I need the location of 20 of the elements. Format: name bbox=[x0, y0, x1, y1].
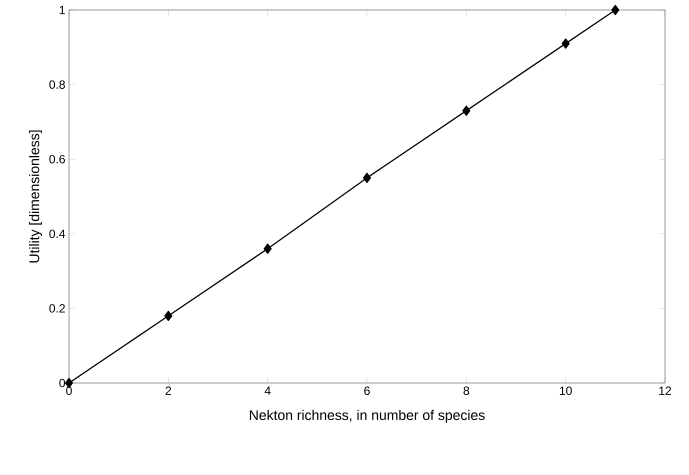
point bbox=[611, 4, 620, 16]
x-axis-title: Nekton richness, in number of species bbox=[250, 410, 485, 423]
x-tick-label: 12 bbox=[659, 386, 672, 395]
x-tick-label: 2 bbox=[166, 386, 172, 395]
x-tick-label: 8 bbox=[464, 386, 470, 395]
y-tick-label: 0.2 bbox=[49, 304, 65, 313]
x-tick-label: 10 bbox=[560, 386, 572, 395]
point bbox=[362, 172, 372, 183]
x-tick-label: 4 bbox=[264, 386, 271, 395]
y-tick-label: 0.8 bbox=[49, 80, 65, 89]
y-tick-label: 0.6 bbox=[49, 154, 65, 164]
y-axis-title: Utility [dimensionless] bbox=[29, 130, 42, 262]
y-tick-label: 0.4 bbox=[49, 230, 66, 238]
point bbox=[562, 38, 570, 49]
y-tick-label: 0 bbox=[59, 378, 66, 388]
point bbox=[164, 310, 172, 321]
y-tick-label: 1 bbox=[60, 6, 65, 14]
point bbox=[462, 106, 470, 116]
x-tick-label: 6 bbox=[364, 386, 370, 395]
point bbox=[264, 244, 272, 254]
